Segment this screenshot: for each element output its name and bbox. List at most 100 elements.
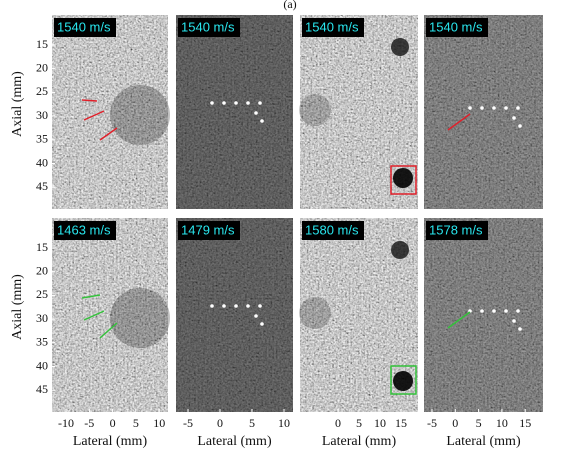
figure-label: (a) xyxy=(283,0,296,11)
x-tick-label: 5 xyxy=(133,416,139,430)
speed-label: 1578 m/s xyxy=(429,222,483,237)
x-tick-label: 10 xyxy=(496,416,508,430)
image-panel: 1578 m/s xyxy=(424,218,543,412)
point-target xyxy=(254,314,258,318)
x-tick-label: 10 xyxy=(153,416,165,430)
x-tick-label: 15 xyxy=(395,416,407,430)
x-tick-label: -10 xyxy=(58,416,74,430)
x-axis-label: Lateral (mm) xyxy=(197,434,272,449)
y-tick-label: 25 xyxy=(36,287,48,301)
y-tick-label: 45 xyxy=(36,382,48,396)
point-target xyxy=(210,304,214,308)
speed-label: 1540 m/s xyxy=(429,19,483,34)
image-panel: 1540 m/s xyxy=(424,15,543,209)
point-target xyxy=(504,106,508,110)
speed-label: 1540 m/s xyxy=(181,19,235,34)
x-tick-label: 0 xyxy=(110,416,116,430)
lesion xyxy=(393,371,413,391)
lesion xyxy=(391,241,409,259)
x-axis-label: Lateral (mm) xyxy=(446,434,521,449)
y-tick-label: 20 xyxy=(36,60,48,74)
x-tick-label: 10 xyxy=(278,416,290,430)
y-tick-label: 30 xyxy=(36,311,48,325)
speed-label-box xyxy=(426,221,488,240)
point-target xyxy=(260,119,264,123)
speckle-image xyxy=(52,218,168,412)
panels: 1540 m/s 1540 m/s 1540 m/s 1540 m/s 1463 m/s… xyxy=(52,15,543,412)
point-target xyxy=(210,101,214,105)
speed-label: 1540 m/s xyxy=(57,19,111,34)
x-tick-label: 15 xyxy=(519,416,531,430)
point-target xyxy=(480,106,484,110)
y-axis-label: Axial (mm) xyxy=(10,71,25,137)
x-tick-label: 0 xyxy=(335,416,341,430)
point-target xyxy=(504,309,508,313)
image-panel: 1463 m/s xyxy=(52,218,170,412)
point-target xyxy=(516,106,520,110)
lesion xyxy=(110,85,170,145)
speed-label: 1479 m/s xyxy=(181,222,235,237)
y-tick-label: 35 xyxy=(36,335,48,349)
point-target xyxy=(246,101,250,105)
speckle-image xyxy=(424,218,543,412)
y-axis-label: Axial (mm) xyxy=(10,274,25,340)
speed-label: 1580 m/s xyxy=(305,222,359,237)
x-axis-label: Lateral (mm) xyxy=(322,434,397,449)
speed-label-box xyxy=(426,18,488,37)
point-target xyxy=(254,111,258,115)
speed-label-box xyxy=(302,18,364,37)
image-panel: 1540 m/s xyxy=(176,15,293,209)
lesion xyxy=(391,38,409,56)
x-tick-label: 5 xyxy=(249,416,255,430)
image-panel: 1580 m/s xyxy=(299,218,418,412)
annotations xyxy=(81,99,471,395)
x-axis-label: Lateral (mm) xyxy=(73,434,148,449)
y-tick-label: 30 xyxy=(36,108,48,122)
speed-label-box xyxy=(54,18,116,37)
y-tick-label: 25 xyxy=(36,84,48,98)
x-tick-label: 0 xyxy=(217,416,223,430)
point-target xyxy=(260,322,264,326)
point-target xyxy=(492,106,496,110)
point-target xyxy=(258,101,262,105)
x-tick-label: -5 xyxy=(427,416,437,430)
lesion xyxy=(393,168,413,188)
point-target xyxy=(518,327,522,331)
x-tick-label: 5 xyxy=(356,416,362,430)
speckle-image xyxy=(52,15,168,209)
speed-label: 1540 m/s xyxy=(305,19,359,34)
point-target xyxy=(512,319,516,323)
point-target xyxy=(222,304,226,308)
y-tick-label: 20 xyxy=(36,263,48,277)
lesion xyxy=(299,94,331,126)
point-target xyxy=(518,124,522,128)
lesion xyxy=(299,297,331,329)
y-tick-label: 40 xyxy=(36,358,48,372)
x-tick-label: 5 xyxy=(476,416,482,430)
y-tick-label: 15 xyxy=(36,37,48,51)
x-tick-label: 0 xyxy=(452,416,458,430)
speckle-image xyxy=(424,15,543,209)
y-tick-label: 40 xyxy=(36,155,48,169)
speed-label-box xyxy=(178,221,240,240)
image-panel: 1479 m/s xyxy=(176,218,293,412)
point-target xyxy=(516,309,520,313)
speed-label: 1463 m/s xyxy=(57,222,111,237)
point-target xyxy=(258,304,262,308)
image-panel: 1540 m/s xyxy=(52,15,170,209)
x-tick-label: -5 xyxy=(183,416,193,430)
point-target xyxy=(234,101,238,105)
point-target xyxy=(492,309,496,313)
point-target xyxy=(234,304,238,308)
point-target xyxy=(246,304,250,308)
speed-label-box xyxy=(302,221,364,240)
y-tick-label: 15 xyxy=(36,240,48,254)
speckle-image xyxy=(176,218,293,412)
x-tick-label: 10 xyxy=(374,416,386,430)
point-target xyxy=(512,116,516,120)
point-target xyxy=(222,101,226,105)
y-tick-label: 35 xyxy=(36,132,48,146)
point-target xyxy=(480,309,484,313)
speckle-image xyxy=(176,15,293,209)
